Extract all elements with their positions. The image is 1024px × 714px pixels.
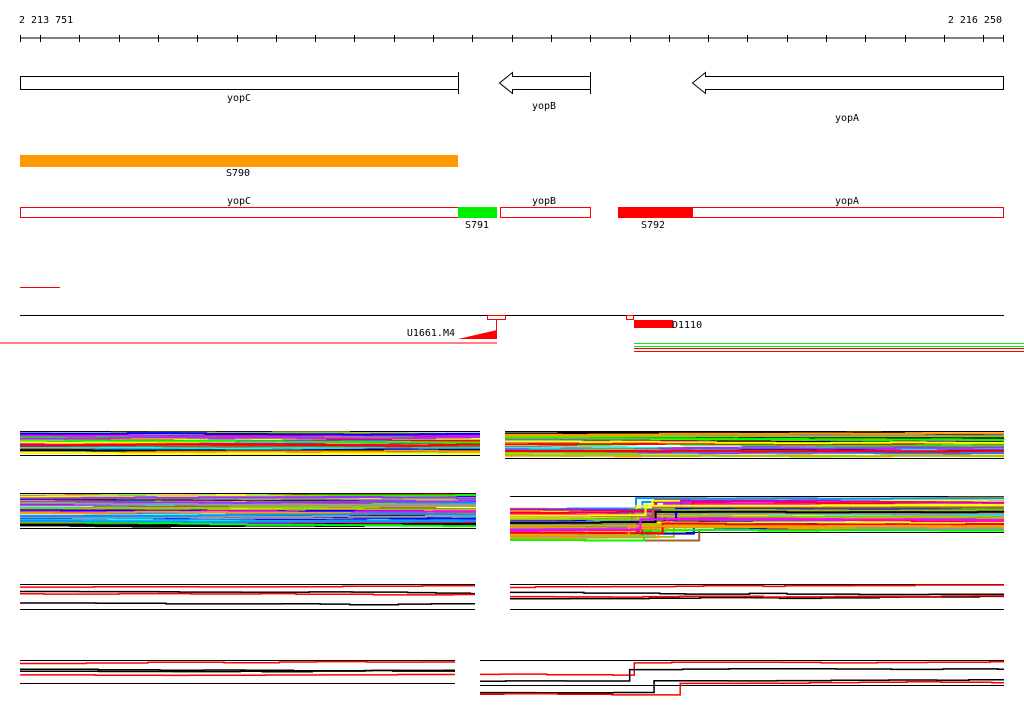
gene-label: yopC (227, 93, 251, 104)
alignment-line (480, 680, 1004, 696)
alignment-panel (510, 584, 1004, 610)
alignment-line (20, 519, 476, 523)
alignment-panel (20, 660, 455, 684)
gene-yopA[interactable]: yopA (691, 71, 1004, 125)
alignment-panel (505, 431, 1005, 459)
alignment-line (505, 440, 1004, 445)
feature-track: U1661.M4 D1110 (0, 287, 1024, 352)
alignment-line (510, 522, 1004, 535)
ruler-end-label: 2 216 250 (948, 15, 1002, 26)
alignment-line (510, 529, 1004, 542)
alignment-line (20, 439, 480, 444)
alignment-line (505, 449, 1004, 453)
ruler-start-label: 2 213 751 (19, 15, 73, 26)
annotated-gene-label: yopC (227, 196, 251, 207)
alignment-panel (20, 493, 476, 529)
ruler-ticks (20, 35, 1004, 42)
alignment-line (20, 584, 475, 588)
alignment-line (510, 591, 1004, 596)
alignment-panel (20, 584, 475, 610)
feature-D1110[interactable] (634, 320, 673, 328)
alignment-line (20, 669, 455, 673)
alignment-line (20, 443, 480, 447)
annotated-yopB[interactable] (500, 207, 591, 218)
alignment-line (510, 584, 1004, 589)
alignment-line (505, 431, 1004, 436)
alignment-line (20, 432, 480, 436)
feature-U1661-M4[interactable] (458, 330, 497, 339)
alignment-line (20, 501, 476, 507)
alignment-line (505, 436, 1005, 442)
alignment-line (20, 660, 455, 665)
feature-label: U1661.M4 (407, 328, 455, 339)
alignment-line (20, 496, 476, 500)
annotated-yopC[interactable] (20, 207, 459, 218)
gene-label: yopB (532, 101, 556, 112)
alignment-line (20, 451, 480, 455)
alignment-line (510, 508, 1004, 521)
alignment-line (510, 499, 1004, 512)
alignment-panels (20, 431, 1005, 696)
alignment-line (480, 668, 1004, 682)
segment-label: S790 (226, 168, 250, 179)
gene-track: yopC yopB yopA (20, 71, 1004, 125)
alignment-line (510, 524, 1004, 537)
segment-track: S790 (20, 155, 458, 179)
annotated-gene-label: yopB (532, 196, 556, 207)
alignment-line (510, 510, 1004, 524)
alignment-line (20, 592, 475, 596)
gene-label: yopA (835, 113, 859, 124)
alignment-panel (510, 496, 1005, 542)
alignment-line (20, 512, 476, 518)
segment-S792[interactable] (618, 207, 693, 218)
annotated-gene-label: yopA (835, 196, 859, 207)
alignment-line (20, 521, 476, 528)
alignment-line (480, 679, 1004, 694)
coordinate-ruler: 2 213 751 2 216 250 (19, 15, 1004, 42)
alignment-panel (480, 660, 1004, 696)
alignment-line (20, 446, 480, 450)
alignment-line (505, 432, 1004, 437)
segment-S791[interactable] (458, 207, 497, 218)
gene-yopB[interactable]: yopB (498, 71, 591, 112)
alignment-line (20, 590, 475, 595)
segment-label: S791 (465, 220, 489, 231)
alignment-line (480, 660, 1004, 676)
alignment-line (20, 673, 455, 677)
alignment-line (510, 503, 1004, 517)
gene-yopC[interactable]: yopC (20, 72, 459, 104)
alignment-panel (20, 431, 480, 456)
alignment-line (510, 512, 1004, 525)
alignment-line (20, 499, 476, 504)
alignment-line (20, 602, 475, 606)
alignment-line (510, 517, 1004, 532)
segment-label: S792 (641, 220, 665, 231)
alignment-line (20, 436, 480, 440)
alignment-line (505, 453, 1004, 458)
feature-label: D1110 (672, 320, 702, 331)
segment-S790[interactable] (20, 155, 458, 167)
alignment-line (510, 595, 1004, 598)
annotated-track: yopC yopB yopA S791 S792 (20, 196, 1004, 231)
